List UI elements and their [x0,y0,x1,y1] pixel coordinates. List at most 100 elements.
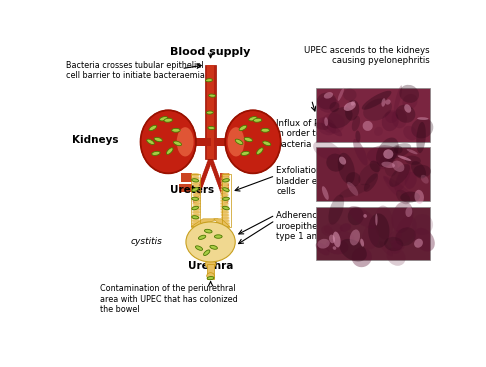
Bar [224,184,229,192]
Ellipse shape [207,273,214,279]
Ellipse shape [192,198,201,200]
Ellipse shape [348,207,364,225]
Ellipse shape [194,197,198,201]
Ellipse shape [398,155,411,161]
Bar [222,174,230,226]
Ellipse shape [177,127,193,156]
Ellipse shape [140,110,196,173]
FancyBboxPatch shape [316,88,430,142]
Ellipse shape [383,149,393,159]
Ellipse shape [191,176,200,178]
Ellipse shape [191,218,200,220]
Text: Adherence to
uroepithelial cells by
type 1 and P fimbriae: Adherence to uroepithelial cells by type… [276,211,369,241]
Ellipse shape [204,250,210,255]
Ellipse shape [217,181,222,186]
Ellipse shape [375,214,378,226]
Ellipse shape [210,161,214,166]
Ellipse shape [195,246,203,250]
Ellipse shape [192,204,201,206]
Ellipse shape [370,161,381,172]
Ellipse shape [389,164,410,187]
Ellipse shape [411,161,426,179]
Ellipse shape [221,187,229,189]
Text: Exfoliation of
bladder epithelial
cells: Exfoliation of bladder epithelial cells [276,167,352,196]
Ellipse shape [174,141,181,146]
Ellipse shape [191,179,200,181]
Ellipse shape [191,226,199,228]
Ellipse shape [192,188,198,192]
Ellipse shape [337,230,354,241]
Ellipse shape [394,146,402,154]
Ellipse shape [214,172,219,177]
Ellipse shape [223,179,229,182]
Ellipse shape [385,99,391,105]
Ellipse shape [316,117,336,135]
Ellipse shape [220,204,229,206]
Ellipse shape [322,186,329,200]
Ellipse shape [394,86,402,113]
Ellipse shape [221,212,229,214]
Ellipse shape [350,229,360,246]
Ellipse shape [192,206,201,207]
Ellipse shape [204,168,209,172]
Ellipse shape [207,277,214,280]
Ellipse shape [191,197,199,200]
Ellipse shape [363,98,392,121]
Ellipse shape [326,239,348,254]
Ellipse shape [223,206,229,210]
Ellipse shape [164,118,173,122]
Ellipse shape [405,172,417,189]
Ellipse shape [220,188,224,192]
Ellipse shape [391,241,402,254]
Text: Bladder: Bladder [188,234,234,244]
Ellipse shape [383,176,411,196]
Ellipse shape [321,113,345,134]
Ellipse shape [417,122,426,153]
Ellipse shape [220,203,229,204]
Ellipse shape [220,196,229,198]
Ellipse shape [206,79,212,82]
Ellipse shape [244,137,252,142]
Ellipse shape [221,213,229,215]
Ellipse shape [221,208,229,211]
Ellipse shape [220,199,229,201]
Ellipse shape [192,193,201,195]
Ellipse shape [379,152,394,169]
Ellipse shape [392,161,404,172]
Ellipse shape [220,195,229,197]
Ellipse shape [313,122,329,130]
Text: Kidneys: Kidneys [72,135,119,145]
Ellipse shape [346,172,361,186]
Ellipse shape [364,173,378,192]
Ellipse shape [192,215,200,217]
Ellipse shape [196,190,201,195]
Polygon shape [214,219,230,226]
Ellipse shape [197,188,202,192]
Ellipse shape [384,157,398,177]
Ellipse shape [192,216,200,218]
Ellipse shape [223,197,229,200]
Text: Urethra: Urethra [188,261,233,271]
Ellipse shape [198,235,206,239]
Ellipse shape [220,207,229,209]
Ellipse shape [186,222,235,262]
Ellipse shape [192,182,200,184]
Ellipse shape [192,186,200,188]
Bar [191,174,200,226]
Ellipse shape [222,176,230,178]
Text: Contamination of the periurethral
area with UPEC that has colonized
the bowel: Contamination of the periurethral area w… [101,284,238,314]
Bar [181,172,192,182]
Bar [216,138,233,146]
Ellipse shape [192,210,201,212]
Bar [188,138,210,146]
Ellipse shape [218,183,223,188]
Ellipse shape [227,127,244,156]
Ellipse shape [324,117,328,126]
Text: cystitis: cystitis [130,237,162,246]
Ellipse shape [382,111,399,131]
Ellipse shape [192,216,199,219]
Ellipse shape [198,185,202,190]
Ellipse shape [221,192,226,197]
FancyBboxPatch shape [316,207,430,261]
Ellipse shape [192,190,201,192]
